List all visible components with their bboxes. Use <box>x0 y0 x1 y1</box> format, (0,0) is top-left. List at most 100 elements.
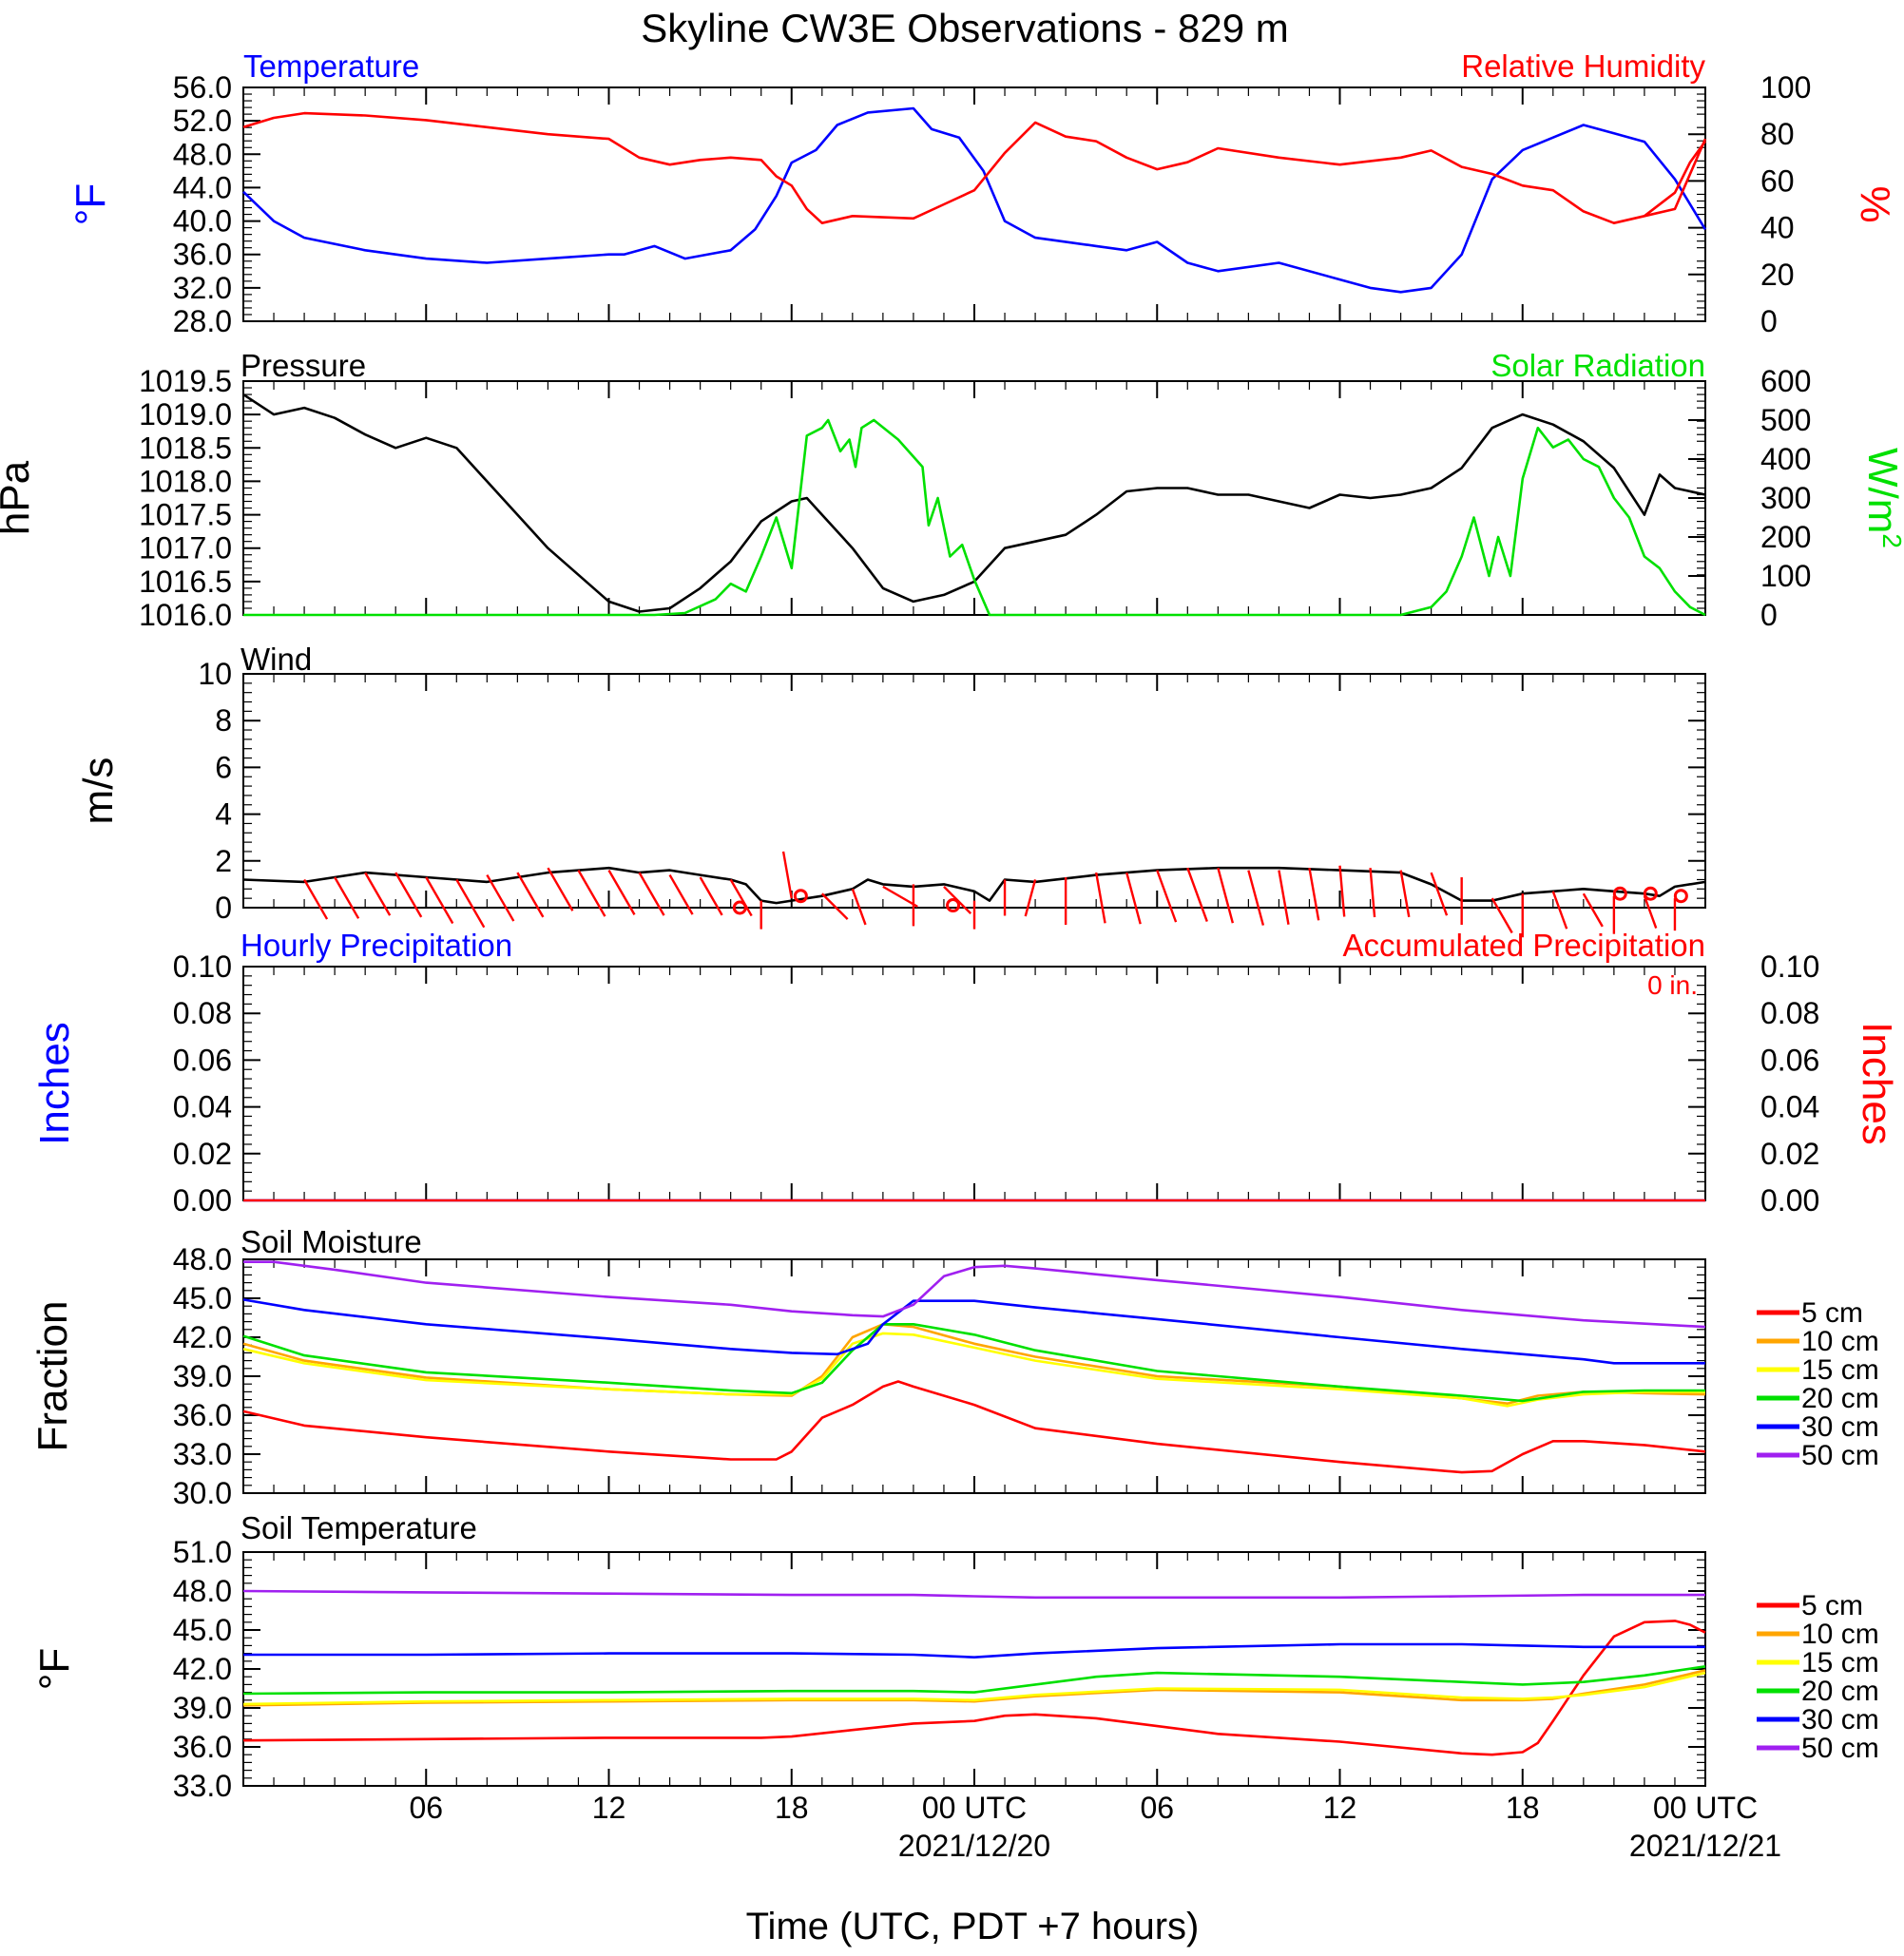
series-5-cm-line <box>242 1620 1706 1756</box>
y-axis-label: Fraction <box>29 1301 76 1452</box>
y-tick-label: 39.0 <box>173 1691 232 1725</box>
series-30-cm-line <box>242 1298 1705 1365</box>
wind-barb <box>638 872 665 916</box>
y-tick-label: 1019.5 <box>139 364 232 398</box>
x-axis-label: Time (UTC, PDT +7 hours) <box>746 1906 1200 1947</box>
panel-title-accumulated-precipitation: Accumulated Precipitation <box>1342 928 1705 963</box>
legend-label: 30 cm <box>1801 1704 1879 1735</box>
y-tick-label: 1019.0 <box>139 397 232 431</box>
wind-barb <box>1399 870 1411 918</box>
series-relative-humidity-extension--line <box>1644 140 1707 218</box>
wind-barb <box>364 872 392 916</box>
y-tick-label: 10 <box>198 657 232 691</box>
calm-wind-marker <box>1612 886 1627 901</box>
wind-barb <box>394 872 423 918</box>
calm-wind-marker <box>1673 889 1688 904</box>
wind-barb <box>1217 867 1235 924</box>
wind-barb <box>729 878 753 917</box>
wind-barb <box>851 888 867 926</box>
y-right-tick-label: 100 <box>1760 559 1811 593</box>
legend-label: 10 cm <box>1801 1619 1879 1650</box>
y-tick-label: 1018.5 <box>139 431 232 465</box>
y-right-tick-label: 400 <box>1760 442 1811 476</box>
y-right-tick-label: 0 <box>1760 304 1778 338</box>
y-tick-label: 48.0 <box>173 137 232 171</box>
legend-label: 20 cm <box>1801 1383 1879 1414</box>
y-tick-label: 36.0 <box>173 1398 232 1432</box>
y-tick-label: 33.0 <box>173 1769 232 1803</box>
wind-barb <box>1369 868 1376 918</box>
panel-title-pressure: Pressure <box>240 348 366 383</box>
series-solar-radiation-line <box>243 418 1706 617</box>
x-tick-label: 12 <box>592 1791 626 1825</box>
series-5-cm-line <box>242 1380 1706 1474</box>
wind-barb <box>516 872 545 918</box>
y-tick-label: 48.0 <box>173 1242 232 1276</box>
wind-barb <box>1024 879 1037 917</box>
wind-barb <box>882 885 918 908</box>
wind-barb <box>820 892 849 920</box>
panel-soil-temperature: Soil Temperature 33.0 36.0 39.0 42.0 45.0 48.… <box>31 1510 1879 1803</box>
x-date-label: 2021/12/21 <box>1629 1829 1781 1863</box>
y-tick-label: 28.0 <box>173 304 232 338</box>
y-axis-label: Inches <box>31 1022 78 1145</box>
y-axis-label-right: W/m2 <box>1859 448 1904 548</box>
wind-barb <box>1247 870 1265 926</box>
y-right-tick-label: 60 <box>1760 163 1795 198</box>
y-right-tick-label: 100 <box>1760 70 1811 105</box>
wind-barb <box>781 851 793 899</box>
y-right-tick-label: 600 <box>1760 364 1811 398</box>
y-tick-label: 36.0 <box>173 238 232 272</box>
wind-barb <box>334 876 360 919</box>
y-right-tick-label: 500 <box>1760 403 1811 437</box>
legend-label: 10 cm <box>1801 1326 1879 1357</box>
panel-title-hourly-precipitation: Hourly Precipitation <box>240 928 512 963</box>
y-tick-label: 0.00 <box>173 1183 232 1218</box>
wind-barb <box>607 870 636 916</box>
legend-label: 5 cm <box>1801 1590 1863 1621</box>
panel-title-relative-humidity: Relative Humidity <box>1461 48 1705 84</box>
wind-barb <box>1308 867 1320 921</box>
wind-barb <box>1156 870 1178 923</box>
legend-label: 15 cm <box>1801 1647 1879 1678</box>
calm-wind-marker <box>793 889 808 904</box>
y-right-tick-label: 0.10 <box>1760 949 1819 984</box>
legend-label: 50 cm <box>1801 1733 1879 1764</box>
y-right-tick-label: 0.04 <box>1760 1090 1819 1124</box>
series-15-cm-line <box>242 1332 1705 1408</box>
panel-pressure-solar: Pressure Solar Radiation 1016.01016.5101… <box>0 348 1904 632</box>
wind-barb <box>425 876 454 925</box>
y-tick-label: 0.10 <box>173 949 232 984</box>
y-axis-label-right: Inches <box>1854 1022 1900 1145</box>
y-tick-label: 0.02 <box>173 1137 232 1171</box>
y-tick-label: 2 <box>215 844 232 878</box>
y-tick-label: 44.0 <box>173 170 232 204</box>
y-tick-label: 0 <box>215 891 232 925</box>
series-20-cm-line <box>242 1323 1705 1403</box>
wind-barb <box>1278 870 1290 925</box>
wind-barb <box>668 873 694 915</box>
y-axis-label: °F <box>31 1648 78 1690</box>
x-tick-label: 12 <box>1323 1791 1357 1825</box>
legend-label: 30 cm <box>1801 1411 1879 1443</box>
y-right-tick-label: 0 <box>1760 598 1778 632</box>
x-tick-label: 00 UTC <box>922 1791 1027 1825</box>
y-tick-label: 36.0 <box>173 1730 232 1764</box>
x-tick-label: 18 <box>1506 1791 1540 1825</box>
x-date-label: 2021/12/20 <box>898 1829 1050 1863</box>
legend-label: 15 cm <box>1801 1354 1879 1386</box>
y-axis-label-right: % <box>1852 185 1898 222</box>
panel-title-temperature: Temperature <box>243 48 419 84</box>
series-wind-line <box>242 866 1706 905</box>
wind-barb <box>1582 892 1604 928</box>
panel-precipitation: Hourly Precipitation Accumulated Precipi… <box>31 928 1900 1218</box>
panel-wind: Wind 0 2 4 6 8 10 m/s <box>75 642 1706 938</box>
y-right-tick-label: 40 <box>1760 211 1795 245</box>
y-axis-label: °F <box>67 183 114 225</box>
y-tick-label: 51.0 <box>173 1535 232 1569</box>
y-tick-label: 4 <box>215 797 232 832</box>
series-relative-humidity-line <box>242 111 1707 224</box>
